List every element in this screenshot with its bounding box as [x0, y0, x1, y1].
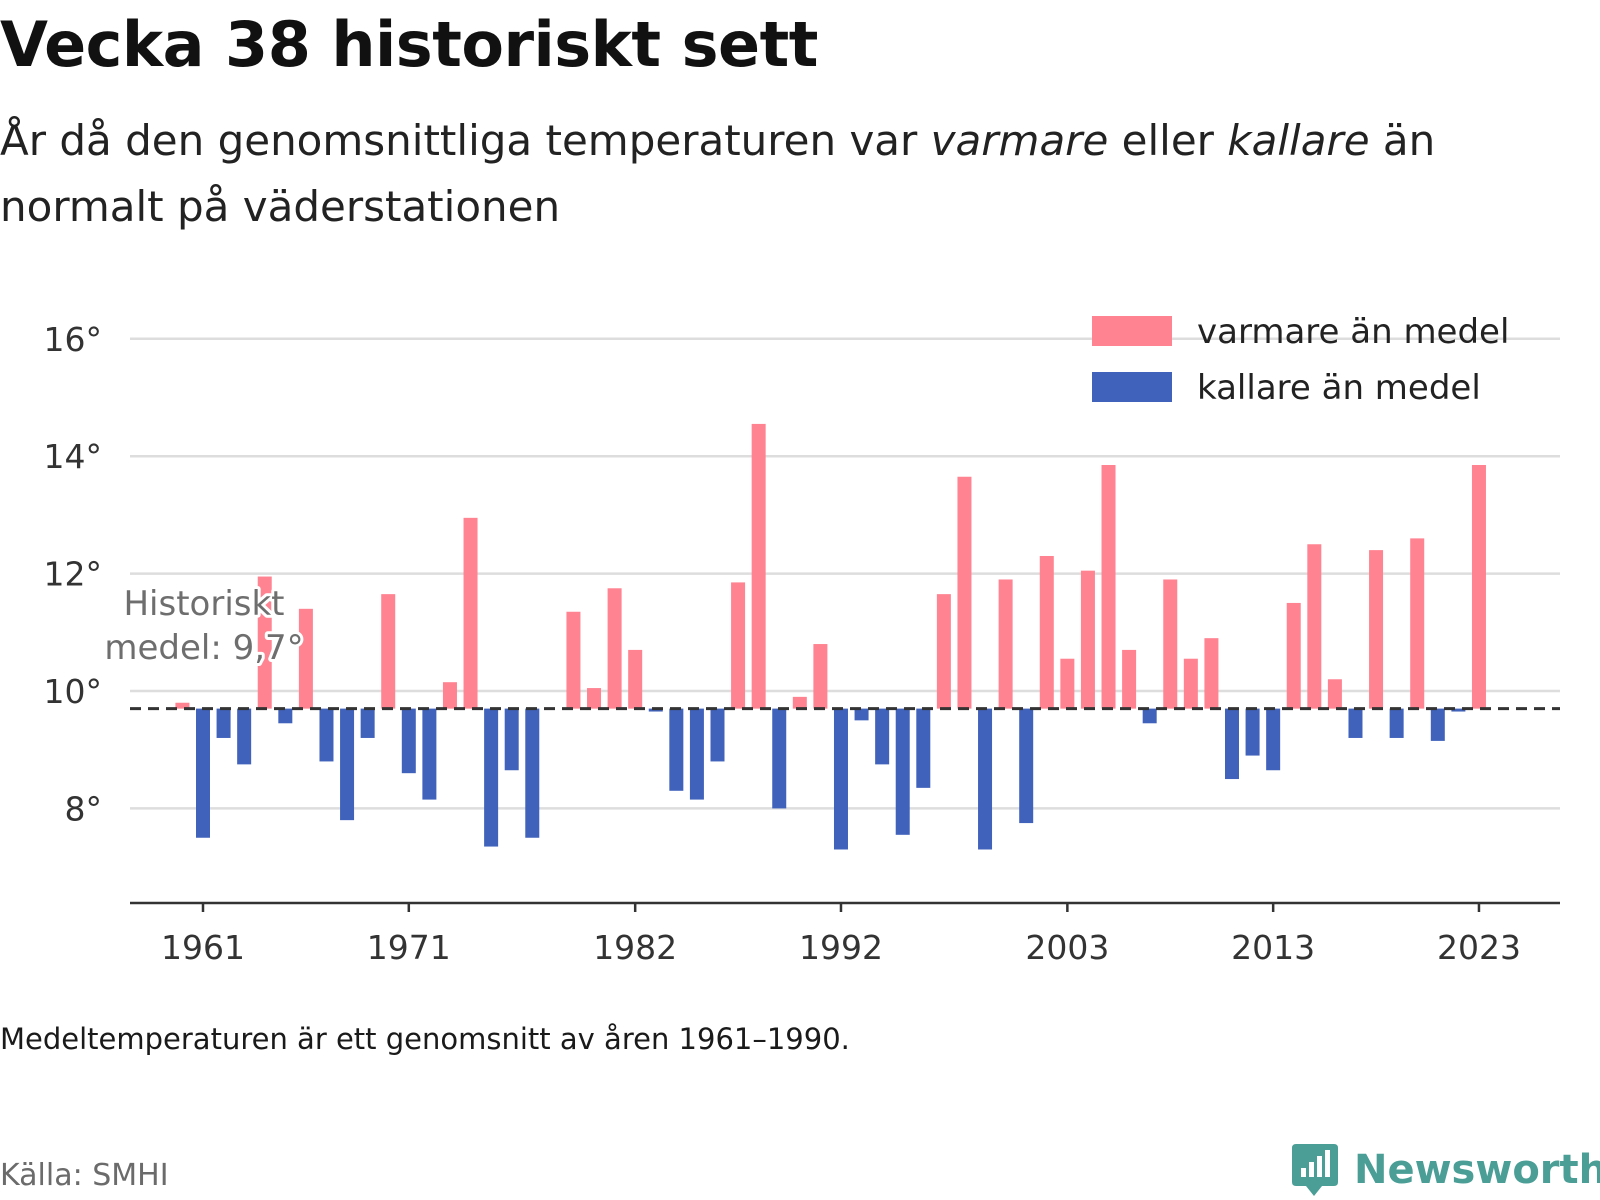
bar-warmer [751, 423, 766, 709]
legend-label: varmare än medel [1197, 312, 1509, 352]
subtitle-text-middle: eller [1108, 116, 1228, 165]
bar-warmer [957, 476, 972, 709]
newsworthy-logo-icon [1292, 1144, 1338, 1196]
bar-warmer [587, 688, 602, 709]
bar-colder [772, 708, 787, 809]
bar-warmer [381, 594, 396, 709]
source-credit: Källa: SMHI [0, 1158, 169, 1193]
legend-swatch [1092, 316, 1172, 346]
bar-colder [875, 708, 890, 765]
bar-warmer [1101, 465, 1116, 709]
bar-warmer [813, 644, 828, 709]
x-tick-label: 2023 [1437, 928, 1521, 967]
x-tick-label: 2003 [1025, 928, 1109, 967]
bar-colder [978, 708, 993, 850]
bar-colder [1245, 708, 1260, 756]
y-tick-label: 8° [65, 789, 103, 828]
bar-colder [710, 708, 725, 762]
mean-label-line: medel: 9,7° [104, 628, 303, 668]
bar-warmer [566, 611, 581, 709]
bar-colder [1451, 708, 1466, 712]
bar-colder [278, 708, 293, 724]
bar-colder [360, 708, 375, 738]
bar-colder [525, 708, 540, 838]
y-tick-label: 14° [44, 437, 103, 476]
bar-warmer [257, 576, 272, 709]
mean-line-group: Historiskt medel: 9,7° [101, 581, 1560, 711]
footnote: Medeltemperaturen är ett genomsnitt av å… [0, 1022, 850, 1056]
legend-label: kallare än medel [1197, 368, 1481, 408]
bar-warmer [792, 696, 807, 709]
bar-warmer [1039, 555, 1054, 709]
brand-name: Newsworthy [1354, 1147, 1600, 1193]
legend: varmare än medel kallare än medel [1092, 312, 1509, 408]
bar-warmer [607, 588, 622, 709]
bar-colder [422, 708, 437, 800]
bar-warmer [628, 649, 643, 709]
bar-warmer [1060, 658, 1075, 709]
bar-colder [401, 708, 416, 774]
bar-colder [196, 708, 210, 838]
y-axis-ticks: 8° 10° 12° 14° 16° [44, 320, 103, 829]
mean-label-line: Historiskt [123, 584, 284, 624]
subtitle-text-start: År då den genomsnittliga temperaturen va… [0, 116, 931, 165]
subtitle-cold-word: kallare [1227, 116, 1370, 165]
mean-label: Historiskt medel: 9,7° [104, 584, 303, 668]
bar-warmer [1471, 465, 1486, 709]
x-tick-label: 1971 [367, 928, 451, 967]
y-tick-label: 10° [44, 672, 103, 711]
bar-colder [319, 708, 334, 762]
bar-warmer [442, 682, 457, 709]
bar-colder [854, 708, 869, 721]
bar-colder [669, 708, 684, 791]
y-tick-label: 12° [44, 555, 103, 594]
bar-colder [216, 708, 231, 738]
subtitle-warm-word: varmare [930, 116, 1109, 165]
brand-logo: Newsworthy [1290, 1142, 1600, 1198]
chart-title: Vecka 38 historiskt sett [0, 8, 818, 81]
bar-colder [504, 708, 519, 771]
bar-chart: 8° 10° 12° 14° 16° Historiskt medel: 9,7° 196… [44, 312, 1560, 967]
bar-colder [1019, 708, 1034, 824]
bar-warmer [298, 608, 313, 709]
bar-warmer [936, 594, 951, 709]
bar-colder [1348, 708, 1363, 738]
bar-warmer [1307, 544, 1322, 709]
bar-colder [1142, 708, 1157, 724]
bar-colder [1389, 708, 1404, 738]
x-tick-label: 1982 [593, 928, 677, 967]
chart-subtitle: År då den genomsnittliga temperaturen va… [0, 108, 1560, 240]
bar-colder [1430, 708, 1445, 741]
bar-warmer [1122, 649, 1137, 709]
x-tick-label: 2013 [1231, 928, 1315, 967]
bar-colder [916, 708, 931, 788]
bar-warmer [1080, 570, 1095, 709]
bar-warmer [998, 579, 1013, 709]
bar-warmer [1327, 679, 1342, 709]
bar-warmer [1204, 638, 1219, 709]
bars [175, 423, 1486, 850]
y-tick-label: 16° [44, 320, 103, 359]
subtitle-text-end: än normalt på väderstationen [0, 116, 1436, 231]
x-tick-label: 1992 [799, 928, 883, 967]
bar-colder [237, 708, 252, 765]
bar-warmer [175, 702, 190, 709]
legend-swatch [1092, 372, 1172, 402]
bar-warmer [1410, 538, 1425, 709]
x-axis: 1961 1971 1982 1992 2003 2013 2023 [130, 901, 1560, 967]
bar-warmer [1369, 550, 1384, 709]
bar-warmer [1163, 579, 1178, 709]
x-tick-label: 1961 [161, 928, 245, 967]
bar-warmer [1286, 602, 1301, 709]
bar-colder [833, 708, 848, 850]
bar-warmer [1183, 658, 1198, 709]
bar-colder [895, 708, 910, 835]
bar-colder [484, 708, 499, 847]
bar-warmer [731, 582, 746, 709]
bar-colder [1225, 708, 1239, 780]
bar-colder [1266, 708, 1281, 771]
bar-warmer [463, 517, 478, 709]
bar-colder [340, 708, 355, 821]
bar-colder [689, 708, 704, 800]
